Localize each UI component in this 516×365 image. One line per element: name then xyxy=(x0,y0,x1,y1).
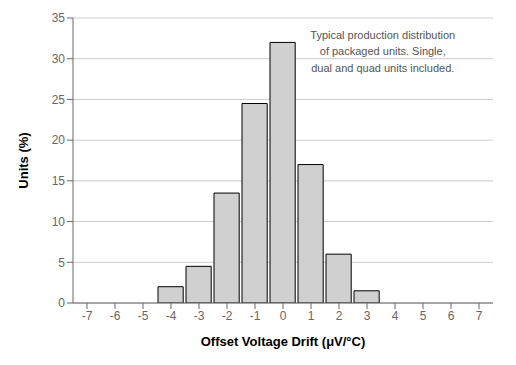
svg-text:20: 20 xyxy=(52,133,66,147)
html-text:Typical production distributio: Typical production distribution of packa… xyxy=(310,28,456,74)
svg-text:1: 1 xyxy=(308,309,315,323)
svg-text:15: 15 xyxy=(52,174,66,188)
svg-text:4: 4 xyxy=(392,309,399,323)
svg-text:5: 5 xyxy=(420,309,427,323)
svg-text:-7: -7 xyxy=(82,309,93,323)
svg-text:-2: -2 xyxy=(222,309,233,323)
svg-text:-1: -1 xyxy=(250,309,261,323)
svg-text:Offset Voltage Drift (μV/°C): Offset Voltage Drift (μV/°C) xyxy=(201,334,366,349)
svg-text:2: 2 xyxy=(336,309,343,323)
svg-text:-6: -6 xyxy=(110,309,121,323)
svg-text:3: 3 xyxy=(364,309,371,323)
svg-text:7: 7 xyxy=(476,309,483,323)
svg-text:35: 35 xyxy=(52,11,66,25)
svg-text:Units (%): Units (%) xyxy=(16,132,31,188)
svg-text:-3: -3 xyxy=(194,309,205,323)
svg-text:-4: -4 xyxy=(166,309,177,323)
svg-text:10: 10 xyxy=(52,215,66,229)
svg-text:25: 25 xyxy=(52,93,66,107)
svg-text:0: 0 xyxy=(280,309,287,323)
svg-text:6: 6 xyxy=(448,309,455,323)
svg-text:5: 5 xyxy=(58,256,65,270)
svg-text:0: 0 xyxy=(58,296,65,310)
svg-text:-5: -5 xyxy=(138,309,149,323)
svg-text:30: 30 xyxy=(52,52,66,66)
